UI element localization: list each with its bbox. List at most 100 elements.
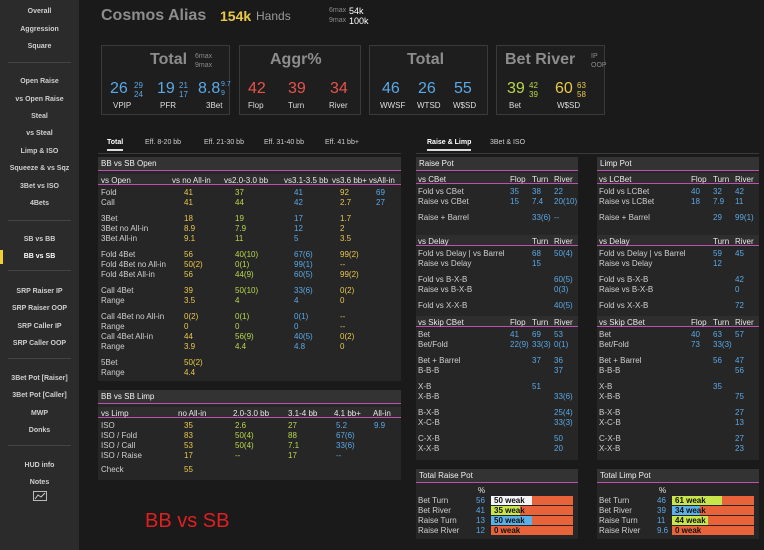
sidebar-item-squeeze-vs-sqz[interactable]: Squeeze & vs Sqz (9, 165, 70, 172)
raise_pot-skip-header (416, 316, 578, 327)
sidebar-item-4bets[interactable]: 4Bets (29, 200, 50, 207)
sidebar-item-steal[interactable]: Steal (31, 113, 48, 120)
raise_pot-cell: 25(4) (554, 408, 573, 417)
raise_pot-cell: 7.4 (532, 197, 544, 206)
sidebar-item-srp-raiser-oop[interactable]: SRP Raiser OOP (11, 305, 68, 312)
raise_pot-delay-header (416, 235, 578, 246)
limp_pot-skip-head-river: River (735, 318, 754, 327)
total_raise_pot-bar-track (491, 496, 573, 505)
limp_pot-row-label: X-B (599, 382, 613, 391)
open-cell: 41 (294, 188, 303, 197)
3bet-label: 3Bet (206, 101, 223, 110)
raise_pot-cell: 37 (554, 366, 563, 375)
total_limp_pot-bar-fill (672, 496, 722, 505)
total2-title: Total (407, 51, 445, 68)
sidebar-item-srp-caller-oop[interactable]: SRP Caller OOP (12, 340, 67, 347)
limp-cell: 2.6 (235, 421, 247, 430)
total_limp_pot-row-pct: 39 (657, 506, 666, 515)
bet-river-wsd-ip: 63 (577, 81, 586, 90)
sidebar-item-hud-info[interactable]: HUD info (24, 462, 55, 469)
raise_pot-cell: 33(6) (532, 213, 551, 222)
sidebar-item-3bet-pot-caller[interactable]: 3Bet Pot [Caller] (12, 392, 67, 399)
bet-river-bet-ip: 42 (529, 81, 538, 90)
total_limp_pot-row-label: Bet Turn (599, 496, 630, 505)
limp_pot-cell: 99(1) (735, 213, 754, 222)
tab-eff-31-40-bb[interactable]: Eff. 31-40 bb (264, 139, 304, 146)
total_raise_pot-bar-label: 50 weak (494, 516, 525, 525)
sidebar-item-bb-vs-sb[interactable]: BB vs SB (23, 253, 56, 260)
raise_pot-cell: 15 (510, 197, 519, 206)
tab-eff-41-bb[interactable]: Eff. 41 bb+ (325, 139, 359, 146)
limp_pot-row-label: Bet + Barrel (599, 356, 642, 365)
player-name: Cosmos Alias (101, 7, 207, 24)
limp-col-header-all-in: All-in (373, 409, 391, 418)
sidebar-item-mwp[interactable]: MWP (30, 410, 49, 417)
sidebar-item-aggression[interactable]: Aggression (20, 26, 59, 33)
tab-total[interactable]: Total (107, 139, 124, 151)
sidebar-item-3bet-vs-iso[interactable]: 3Bet vs ISO (20, 183, 59, 190)
tab-3bet-iso[interactable]: 3Bet & ISO (490, 139, 526, 146)
limp_pot-cell: 45 (735, 249, 744, 258)
raise_pot-cell: 50(4) (554, 249, 573, 258)
sidebar-divider (8, 62, 71, 63)
total_limp_pot-row-pct: 9.6 (657, 526, 669, 535)
sidebar-item-sb-vs-bb[interactable]: SB vs BB (23, 236, 56, 243)
main-area: Cosmos Alias 154k Hands 6max 54k 9max 10… (79, 0, 764, 550)
sidebar-item-open-raise[interactable]: Open Raise (20, 78, 59, 85)
open-cell: 92 (340, 188, 349, 197)
sidebar-item-srp-caller-ip[interactable]: SRP Caller IP (17, 323, 62, 330)
limp-cell: 50(4) (235, 431, 254, 440)
limp_pot-skip-head-flop: Flop (691, 318, 707, 327)
open-cell: -- (340, 312, 346, 321)
limp-pot-title: Limp Pot (597, 157, 759, 171)
raise_pot-delay-head-turn: Turn (532, 237, 549, 246)
raise_pot-cell: 15 (532, 259, 541, 268)
open-cell: 0 (184, 322, 189, 331)
raise_pot-cell: 40(5) (554, 301, 573, 310)
sidebar-divider (8, 358, 71, 359)
limp_pot-cell: 75 (735, 392, 744, 401)
limp_pot-row-label: Fold vs X-X-B (599, 301, 649, 310)
total_raise_pot-bar-label: 35 weak (494, 506, 525, 515)
open-row-label: Range (101, 296, 125, 305)
open-cell: 99(2) (340, 250, 359, 259)
bb-vs-sb-open-panel: BB vs SB Open vs Open vs no All-in vs2.0-3… (98, 157, 401, 381)
bet-river-oop-label: OOP (591, 62, 607, 69)
chart-icon[interactable] (33, 491, 47, 501)
limp_pot-cell: 40 (691, 187, 700, 196)
open-row-label: Call 4Bet (101, 286, 134, 295)
raise_pot-cell: 38 (532, 187, 541, 196)
total_raise_pot-bar-fill (491, 496, 532, 505)
raise_pot-cell: 51 (532, 382, 541, 391)
raise_pot-cell: 22 (554, 187, 563, 196)
sidebar-item-overall[interactable]: Overall (27, 8, 52, 15)
limp_pot-row-label: B-B-B (599, 366, 621, 375)
sidebar-item-notes[interactable]: Notes (29, 479, 50, 486)
raise_pot-row-label: C-X-B (418, 434, 440, 443)
aggression-stats-box: Aggr% 42 39 34 Flop Turn River (239, 45, 361, 115)
total_limp_pot-pct-header: % (659, 486, 667, 495)
tab-eff-8-20-bb[interactable]: Eff. 8-20 bb (145, 139, 182, 146)
tab-raise-limp[interactable]: Raise & Limp (427, 139, 472, 151)
open-col-header-vs3-1-3-5-bb: vs3.1-3.5 bb (284, 176, 329, 185)
tab-eff-21-30-bb[interactable]: Eff. 21-30 bb (204, 139, 244, 146)
sidebar-item-3bet-pot-raiser[interactable]: 3Bet Pot [Raiser] (11, 375, 68, 382)
open-cell: 27 (376, 198, 385, 207)
open-cell: 56(9) (235, 332, 254, 341)
open-cell: 0 (340, 296, 345, 305)
limp_pot-cell: 57 (735, 330, 744, 339)
max6-value: 54k (349, 6, 364, 16)
total_limp_pot-bar-track (672, 516, 754, 525)
vpip-9max: 24 (134, 90, 143, 99)
sidebar-item-vs-open-raise[interactable]: vs Open Raise (15, 96, 64, 103)
sidebar-item-donks[interactable]: Donks (28, 427, 51, 434)
sidebar-item-square[interactable]: Square (27, 43, 52, 50)
sidebar-item-limp-iso[interactable]: Limp & ISO (20, 148, 59, 155)
sidebar-divider (8, 270, 71, 271)
limp_pot-row-label: Fold vs B-X-B (599, 275, 649, 284)
sidebar-item-srp-raiser-ip[interactable]: SRP Raiser IP (16, 288, 63, 295)
sidebar-item-vs-steal[interactable]: vs Steal (26, 130, 53, 137)
open-panel-title: BB vs SB Open (98, 157, 401, 171)
open-cell: 0(2) (340, 286, 355, 295)
limp_pot-cell: 35 (713, 382, 722, 391)
